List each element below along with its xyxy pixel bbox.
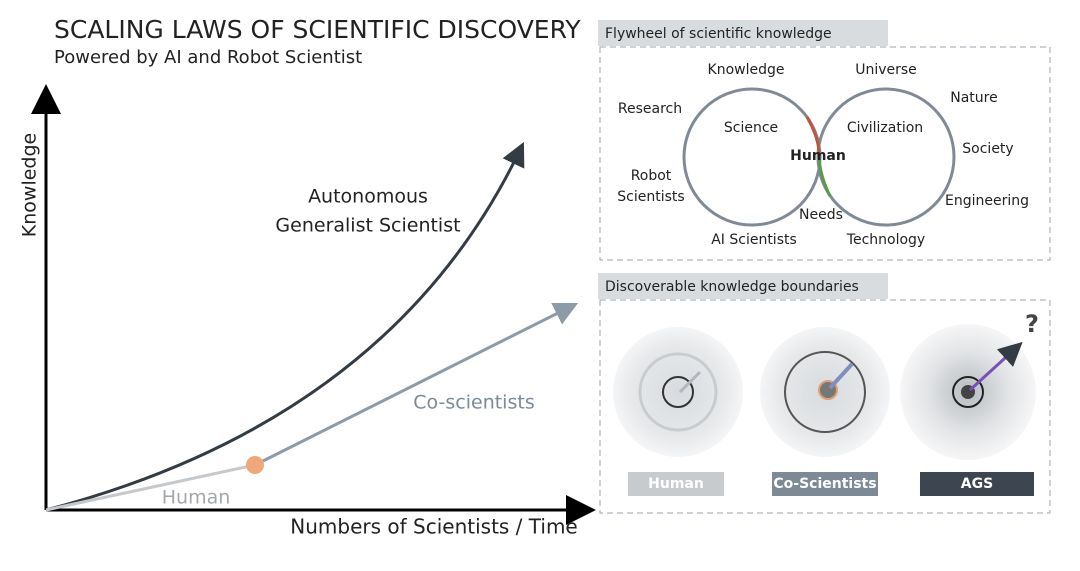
transition-point <box>246 456 264 474</box>
cycle-cross <box>805 116 821 158</box>
question-mark: ? <box>1025 310 1039 338</box>
item-label: AGS <box>961 476 993 492</box>
item-box <box>920 472 1034 496</box>
subtitle: Powered by AI and Robot Scientist <box>54 47 362 68</box>
flywheel-label: Society <box>962 141 1013 157</box>
title: SCALING LAWS OF SCIENTIFIC DISCOVERY <box>54 15 581 44</box>
flywheel-panel: Flywheel of scientific knowledge Knowled… <box>598 20 1051 261</box>
item-label: Human <box>648 476 704 492</box>
flywheel-label: Robot <box>631 168 672 184</box>
flywheel-label: Universe <box>855 62 917 78</box>
flywheel-label: Research <box>618 101 682 117</box>
panel-border <box>599 46 1051 261</box>
panel-header <box>598 273 888 299</box>
flywheel-label: Technology <box>846 232 925 248</box>
item-box <box>772 472 878 496</box>
cycle <box>816 87 956 227</box>
boundary-ring <box>638 352 718 432</box>
coscientist-line <box>254 302 579 467</box>
curve-label: Human <box>162 487 231 509</box>
ags-curve <box>45 141 525 512</box>
boundary-disk <box>613 327 743 457</box>
panel-border <box>599 299 1051 514</box>
scaling-plot: Knowledge Numbers of Scientists / Time A… <box>19 84 596 539</box>
inner-label: Science <box>724 120 778 136</box>
y-axis-label: Knowledge <box>19 133 41 237</box>
human-line <box>45 463 256 512</box>
boundary-ring <box>784 351 866 433</box>
center-label: Human <box>790 148 846 164</box>
item-label: Co-Scientists <box>773 476 876 492</box>
item-box <box>628 472 724 496</box>
flywheel-label: Engineering <box>945 193 1029 209</box>
flywheel-label: Nature <box>950 90 997 106</box>
reach-arrow <box>678 370 702 394</box>
reach-arrow <box>828 362 854 390</box>
curve-label: Co-scientists <box>413 392 534 414</box>
flywheel-label: Needs <box>799 207 843 223</box>
inner-label: Civilization <box>847 120 923 136</box>
reach-arrow <box>968 341 1023 392</box>
cycle-cross <box>817 156 832 197</box>
flywheel-label: Knowledge <box>708 62 785 78</box>
panel-title: Flywheel of scientific knowledge <box>605 26 832 42</box>
boundary-ring <box>952 376 984 408</box>
panel-title: Discoverable knowledge boundaries <box>605 279 859 295</box>
flywheel-label: AI Scientists <box>711 232 797 248</box>
curve-label: Generalist Scientist <box>275 215 460 237</box>
boundaries-panel: Discoverable knowledge boundaries ? Huma… <box>598 273 1051 514</box>
panel-header <box>598 20 888 46</box>
boundary-core <box>662 376 694 408</box>
flywheel-label: Scientists <box>617 189 684 205</box>
curve-label: Autonomous <box>308 186 428 208</box>
x-axis-label: Numbers of Scientists / Time <box>290 515 577 539</box>
